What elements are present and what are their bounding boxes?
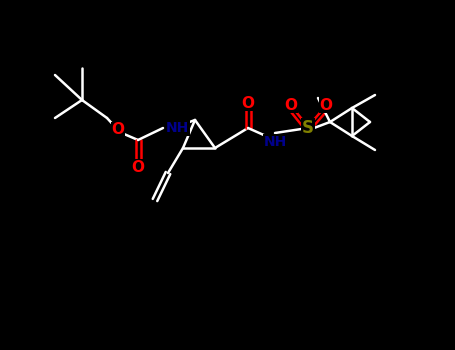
Text: S: S: [302, 119, 314, 137]
Text: O: O: [319, 98, 333, 112]
Text: NH: NH: [166, 121, 189, 135]
Text: O: O: [111, 122, 125, 138]
Text: O: O: [131, 160, 145, 175]
Text: O: O: [242, 96, 254, 111]
Text: O: O: [284, 98, 298, 112]
Text: NH: NH: [263, 135, 287, 149]
